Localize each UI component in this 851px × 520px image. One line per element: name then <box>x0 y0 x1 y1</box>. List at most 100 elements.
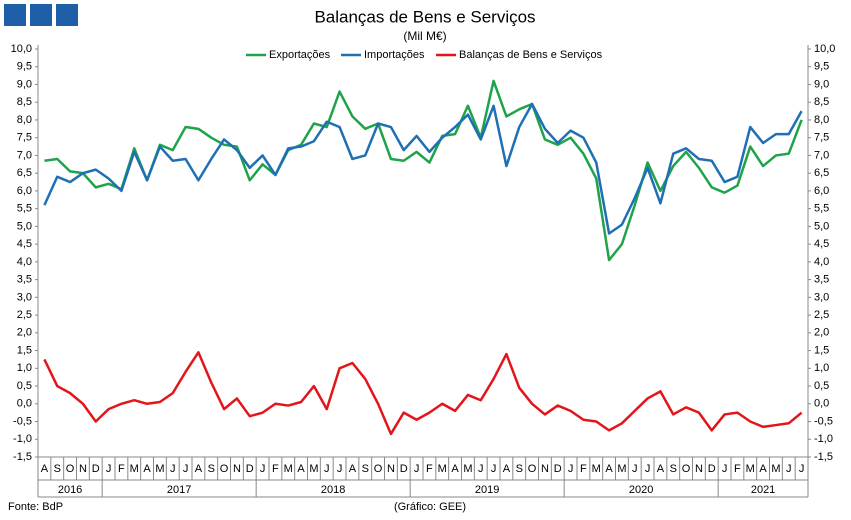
x-tick-label: M <box>130 463 139 475</box>
y2-tick-label: 6,0 <box>814 185 829 197</box>
x-tick-label: F <box>580 463 587 475</box>
x-tick-label: N <box>79 463 87 475</box>
x-tick-label: A <box>195 463 203 475</box>
x-tick-label: O <box>220 463 229 475</box>
y-tick-label: 4,5 <box>17 238 32 250</box>
y-tick-label: 0,0 <box>17 398 32 410</box>
x-tick-label: A <box>657 463 665 475</box>
y2-tick-label: 0,0 <box>814 398 829 410</box>
y2-tick-label: 7,0 <box>814 149 829 161</box>
y-tick-label: 8,0 <box>17 114 32 126</box>
y2-tick-label: 5,0 <box>814 220 829 232</box>
y-tick-label: 5,5 <box>17 203 32 215</box>
logo-block <box>30 4 52 26</box>
x-tick-label: J <box>645 463 651 475</box>
x-tick-label: J <box>786 463 792 475</box>
series-line <box>44 79 803 262</box>
y2-tick-label: 6,5 <box>814 167 829 179</box>
y2-tick-label: 8,0 <box>814 114 829 126</box>
x-tick-label: A <box>451 463 459 475</box>
year-label: 2021 <box>751 484 775 496</box>
y2-tick-label: -0,5 <box>814 415 833 427</box>
x-tick-label: J <box>260 463 266 475</box>
y-tick-label: 0,5 <box>17 380 32 392</box>
legend-label: Balanças de Bens e Serviços <box>459 49 603 61</box>
y-tick-label: -1,0 <box>13 433 32 445</box>
year-label: 2019 <box>475 484 499 496</box>
y2-tick-label: -1,0 <box>814 433 833 445</box>
x-tick-label: J <box>324 463 330 475</box>
y-tick-label: 1,0 <box>17 362 32 374</box>
y-tick-label: 3,5 <box>17 274 32 286</box>
x-tick-label: A <box>759 463 767 475</box>
x-tick-label: S <box>670 463 677 475</box>
x-tick-label: J <box>491 463 497 475</box>
x-tick-label: M <box>617 463 626 475</box>
x-tick-label: S <box>362 463 369 475</box>
series-line <box>43 102 803 235</box>
x-tick-label: M <box>284 463 293 475</box>
x-tick-label: J <box>632 463 638 475</box>
y2-tick-label: 7,5 <box>814 132 829 144</box>
y2-tick-label: -1,5 <box>814 451 833 463</box>
x-tick-label: J <box>414 463 420 475</box>
x-tick-label: F <box>272 463 279 475</box>
source-note: Fonte: BdP <box>8 501 63 513</box>
x-tick-label: F <box>426 463 433 475</box>
x-tick-label: J <box>183 463 189 475</box>
y-tick-label: 6,0 <box>17 185 32 197</box>
x-tick-label: M <box>463 463 472 475</box>
x-tick-label: F <box>734 463 741 475</box>
logo-block <box>4 4 26 26</box>
y2-tick-label: 5,5 <box>814 203 829 215</box>
y-tick-label: 9,5 <box>17 61 32 73</box>
x-tick-label: J <box>568 463 574 475</box>
x-tick-label: O <box>66 463 75 475</box>
x-tick-label: M <box>592 463 601 475</box>
x-tick-label: O <box>374 463 383 475</box>
x-tick-label: J <box>799 463 805 475</box>
x-tick-label: N <box>233 463 241 475</box>
y2-tick-label: 4,0 <box>814 256 829 268</box>
year-label: 2020 <box>629 484 653 496</box>
x-tick-label: J <box>106 463 112 475</box>
x-tick-label: A <box>605 463 613 475</box>
x-tick-label: J <box>170 463 176 475</box>
year-label: 2018 <box>321 484 345 496</box>
x-tick-label: O <box>528 463 537 475</box>
y-tick-label: 2,0 <box>17 327 32 339</box>
y2-tick-label: 3,0 <box>814 291 829 303</box>
x-tick-label: M <box>771 463 780 475</box>
chart-subtitle: (Mil M€) <box>403 29 446 43</box>
x-tick-label: D <box>708 463 716 475</box>
y2-tick-label: 2,0 <box>814 327 829 339</box>
x-tick-label: D <box>246 463 254 475</box>
series-line <box>43 351 803 436</box>
y2-tick-label: 2,5 <box>814 309 829 321</box>
x-tick-label: M <box>155 463 164 475</box>
y2-tick-label: 0,5 <box>814 380 829 392</box>
x-tick-label: J <box>722 463 728 475</box>
y2-tick-label: 1,0 <box>814 362 829 374</box>
logo-block <box>56 4 78 26</box>
y-tick-label: 10,0 <box>11 43 32 55</box>
x-tick-label: M <box>309 463 318 475</box>
x-tick-label: J <box>478 463 484 475</box>
y-tick-label: 7,5 <box>17 132 32 144</box>
y2-tick-label: 10,0 <box>814 43 835 55</box>
x-tick-label: N <box>695 463 703 475</box>
x-tick-label: S <box>516 463 523 475</box>
x-tick-label: A <box>143 463 151 475</box>
x-tick-label: A <box>41 463 49 475</box>
x-tick-label: J <box>337 463 343 475</box>
chart-title: Balanças de Bens e Serviços <box>314 7 535 26</box>
legend-label: Exportações <box>269 49 331 61</box>
x-tick-label: D <box>92 463 100 475</box>
x-tick-label: S <box>54 463 61 475</box>
y2-tick-label: 9,5 <box>814 61 829 73</box>
y-tick-label: 8,5 <box>17 96 32 108</box>
x-tick-label: D <box>400 463 408 475</box>
year-label: 2016 <box>58 484 82 496</box>
y2-tick-label: 8,5 <box>814 96 829 108</box>
y-tick-label: 2,5 <box>17 309 32 321</box>
